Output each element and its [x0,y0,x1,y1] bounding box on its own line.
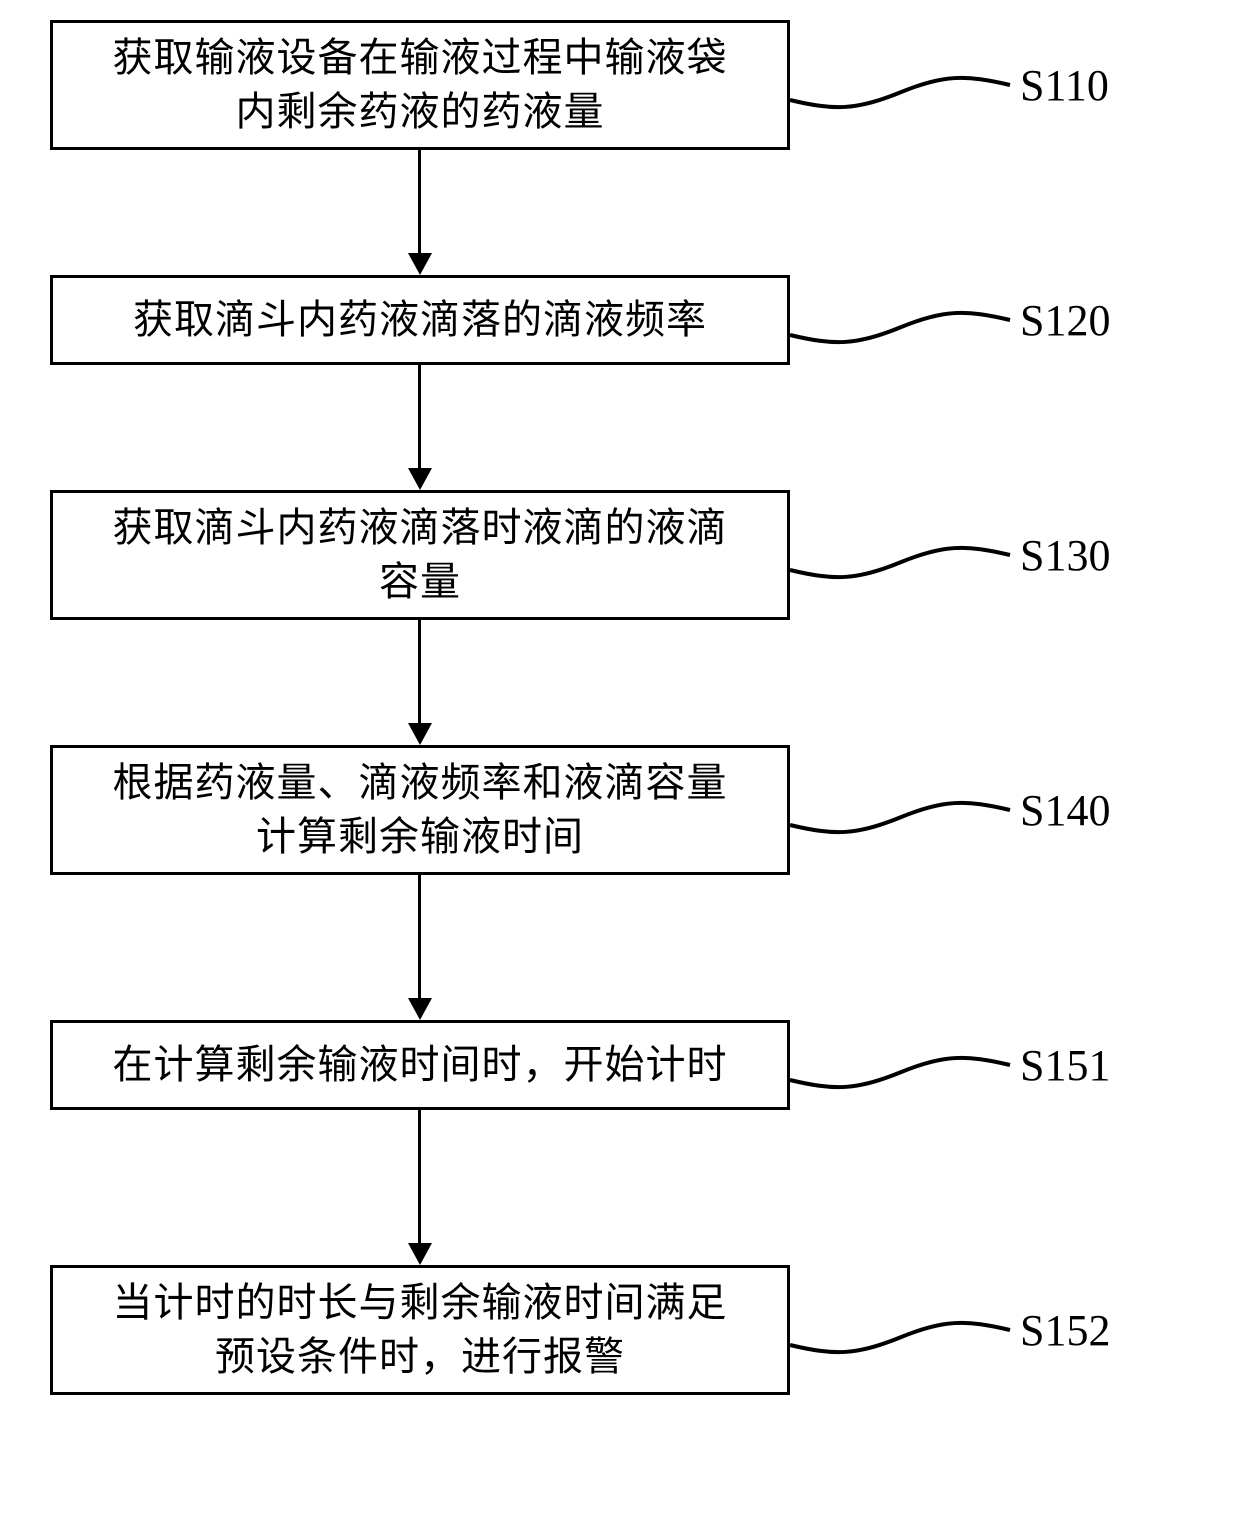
flow-edge-line [418,1110,421,1243]
flow-node-n5: 在计算剩余输液时间时，开始计时 [50,1020,790,1110]
flowchart-canvas: 获取输液设备在输液过程中输液袋 内剩余药液的药液量 S110 获取滴斗内药液滴落的滴… [0,0,1240,1529]
connector-line [790,1305,1010,1365]
flow-edge-line [418,365,421,468]
flow-node-text: 获取滴斗内药液滴落的滴液频率 [133,293,707,347]
step-label: S140 [1020,785,1110,836]
connector-line [790,1040,1010,1100]
connector-line [790,295,1010,355]
flow-node-text: 获取滴斗内药液滴落时液滴的液滴 容量 [113,501,728,609]
step-label: S120 [1020,295,1110,346]
flow-node-text: 获取输液设备在输液过程中输液袋 内剩余药液的药液量 [113,31,728,139]
flow-edge-line [418,875,421,998]
flow-edge-arrowhead [408,1243,432,1265]
flow-node-n1: 获取输液设备在输液过程中输液袋 内剩余药液的药液量 [50,20,790,150]
flow-node-text: 根据药液量、滴液频率和液滴容量 计算剩余输液时间 [113,756,728,864]
flow-node-n4: 根据药液量、滴液频率和液滴容量 计算剩余输液时间 [50,745,790,875]
connector-line [790,530,1010,590]
flow-edge-arrowhead [408,468,432,490]
step-label: S110 [1020,60,1109,111]
step-label: S152 [1020,1305,1110,1356]
flow-edge-arrowhead [408,253,432,275]
flow-node-n3: 获取滴斗内药液滴落时液滴的液滴 容量 [50,490,790,620]
flow-node-n2: 获取滴斗内药液滴落的滴液频率 [50,275,790,365]
flow-node-n6: 当计时的时长与剩余输液时间满足 预设条件时，进行报警 [50,1265,790,1395]
flow-node-text: 在计算剩余输液时间时，开始计时 [113,1038,728,1092]
flow-edge-line [418,620,421,723]
flow-edge-arrowhead [408,998,432,1020]
connector-line [790,785,1010,845]
connector-line [790,60,1010,120]
step-label: S130 [1020,530,1110,581]
flow-edge-arrowhead [408,723,432,745]
flow-edge-line [418,150,421,253]
flow-node-text: 当计时的时长与剩余输液时间满足 预设条件时，进行报警 [113,1276,728,1384]
step-label: S151 [1020,1040,1110,1091]
